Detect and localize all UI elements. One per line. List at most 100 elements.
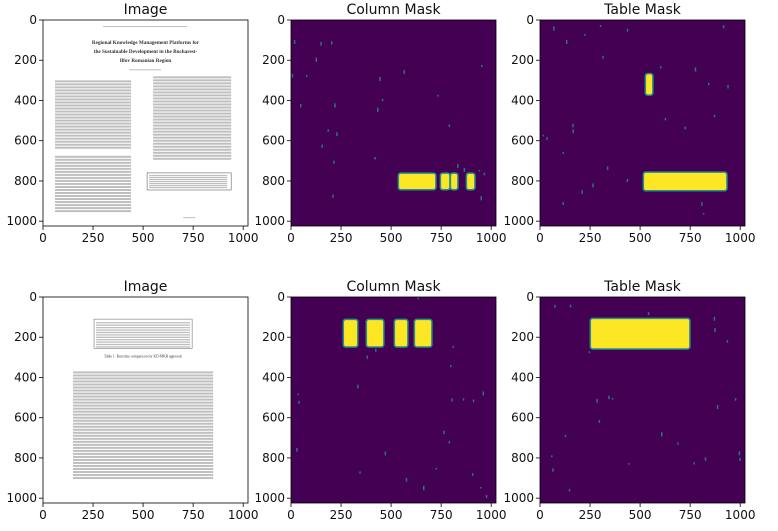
text-line <box>73 452 214 455</box>
mask-noise <box>472 399 475 403</box>
text-line <box>55 134 132 137</box>
y-tick-label: 200 <box>14 330 37 344</box>
y-tick-label: 200 <box>14 53 37 67</box>
text-line <box>183 217 196 219</box>
text-line <box>55 210 132 213</box>
text-line <box>55 137 132 140</box>
mask-noise <box>739 457 741 462</box>
x-tick-label: 1000 <box>476 231 507 245</box>
mask-noise <box>443 430 445 435</box>
y-tick-label: 800 <box>14 451 37 465</box>
text-line <box>153 121 232 124</box>
y-tick-label: 800 <box>511 451 534 465</box>
text-line <box>55 113 132 116</box>
y-tick-label: 600 <box>262 411 285 425</box>
mask-noise <box>437 94 439 97</box>
text-line <box>55 158 132 161</box>
mask-noise <box>471 473 474 476</box>
text-line <box>96 329 191 331</box>
mask-noise <box>333 160 335 164</box>
mask-region <box>395 320 408 347</box>
mask-noise <box>305 75 308 78</box>
text-line <box>55 161 132 164</box>
panel-title: Column Mask <box>346 279 441 295</box>
x-tick-label: 1000 <box>228 231 259 245</box>
mask-noise <box>716 404 719 410</box>
text-line <box>103 26 188 28</box>
mask-noise <box>375 348 377 352</box>
mask-noise <box>379 76 381 82</box>
panel-title: Table Mask <box>603 2 682 18</box>
mask-noise <box>714 328 716 333</box>
y-tick-label: 800 <box>262 174 285 188</box>
y-tick-label: 800 <box>262 451 285 465</box>
mask-noise <box>483 172 486 176</box>
y-tick-label: 400 <box>14 370 37 384</box>
y-tick-label: 600 <box>14 134 37 148</box>
text-line <box>55 116 132 119</box>
x-tick-label: 0 <box>287 508 295 522</box>
y-tick-label: 600 <box>511 134 534 148</box>
text-line <box>153 136 232 139</box>
y-tick-label: 400 <box>262 370 285 384</box>
text-line <box>73 425 214 428</box>
text-line <box>96 336 191 338</box>
y-tick-label: 800 <box>14 174 37 188</box>
text-line <box>55 122 132 125</box>
y-tick-label: 200 <box>262 330 285 344</box>
document-title-line: Ilfov Romanian Region <box>120 58 172 64</box>
text-line <box>149 178 228 181</box>
mask-noise <box>553 26 555 31</box>
mask-noise <box>374 156 376 160</box>
mask-noise <box>572 129 575 134</box>
text-line <box>55 128 132 131</box>
mask-noise <box>726 339 729 343</box>
text-line <box>73 410 214 413</box>
text-line <box>73 401 214 404</box>
panel-title: Table Mask <box>603 279 682 295</box>
x-tick-label: 0 <box>536 231 544 245</box>
mask-noise <box>291 73 294 78</box>
text-line <box>73 404 214 407</box>
text-line <box>73 419 214 422</box>
axes-frame <box>290 296 497 504</box>
mask-noise <box>738 451 741 456</box>
mask-noise <box>357 384 359 389</box>
x-tick-label: 1000 <box>228 508 259 522</box>
x-tick-label: 1000 <box>725 231 756 245</box>
x-tick-label: 750 <box>679 231 702 245</box>
mask-noise <box>684 126 687 130</box>
text-line <box>149 186 228 189</box>
text-line <box>153 133 232 136</box>
text-line <box>55 101 132 104</box>
text-line <box>153 91 232 94</box>
mask-noise <box>448 124 451 127</box>
mask-noise <box>627 463 630 465</box>
y-tick-label: 600 <box>262 134 285 148</box>
text-line <box>149 180 228 183</box>
mask-noise <box>298 400 300 404</box>
text-line <box>55 188 132 191</box>
x-tick-label: 750 <box>430 508 453 522</box>
text-line <box>55 119 132 122</box>
document-content: Regional Knowledge Management Platforms … <box>55 26 232 219</box>
axes-frame <box>42 296 249 504</box>
text-line <box>149 174 228 177</box>
mask-region <box>467 173 475 189</box>
mask-noise <box>727 84 729 89</box>
text-line <box>73 449 214 452</box>
mask-noise <box>606 166 609 171</box>
mask-noise <box>330 41 333 45</box>
mask-region <box>415 320 432 347</box>
text-line <box>153 148 232 151</box>
text-line <box>149 182 228 185</box>
text-line <box>55 80 132 83</box>
panel-r1-image: Image Regional Knowledge Management Platf… <box>6 2 258 245</box>
panel-title: Image <box>124 279 168 295</box>
mask-noise <box>551 455 553 458</box>
mask-region <box>644 172 727 190</box>
text-line <box>96 331 191 334</box>
